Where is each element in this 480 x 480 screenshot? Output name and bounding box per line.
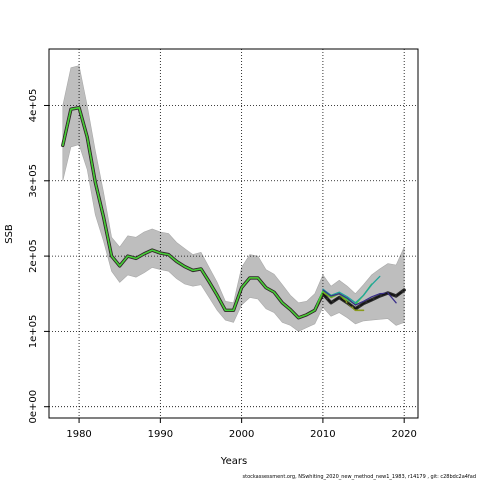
y-tick-label: 1e+05: [28, 315, 39, 349]
y-tick-label: 4e+05: [28, 89, 39, 123]
x-axis: 1980 1990 2000 2010 2020: [66, 418, 417, 440]
y-tick-label: 3e+05: [28, 164, 39, 198]
plot-frame: [48, 48, 419, 419]
x-axis-title: Years: [220, 456, 247, 467]
series-line-1: [61, 105, 406, 320]
series-line-4: [322, 275, 381, 304]
y-axis-title: SSB: [4, 224, 15, 244]
x-tick-label: 1980: [66, 429, 91, 440]
x-tick-label: 2020: [391, 429, 416, 440]
y-axis: 0e+00 1e+05 2e+05 3e+05 4e+05: [28, 89, 49, 424]
series-line-5: [322, 289, 397, 306]
series-line-6: [322, 289, 405, 310]
y-tick-label: 0e+00: [28, 390, 39, 424]
series-line-3: [62, 107, 373, 319]
credit-text: stockassessment.org, NSwhiting_2020_new_…: [243, 474, 477, 480]
x-tick-label: 2010: [310, 429, 335, 440]
series-lines: [61, 105, 406, 320]
x-tick-label: 1990: [148, 429, 173, 440]
x-tick-label: 2000: [229, 429, 254, 440]
y-tick-label: 2e+05: [28, 239, 39, 273]
